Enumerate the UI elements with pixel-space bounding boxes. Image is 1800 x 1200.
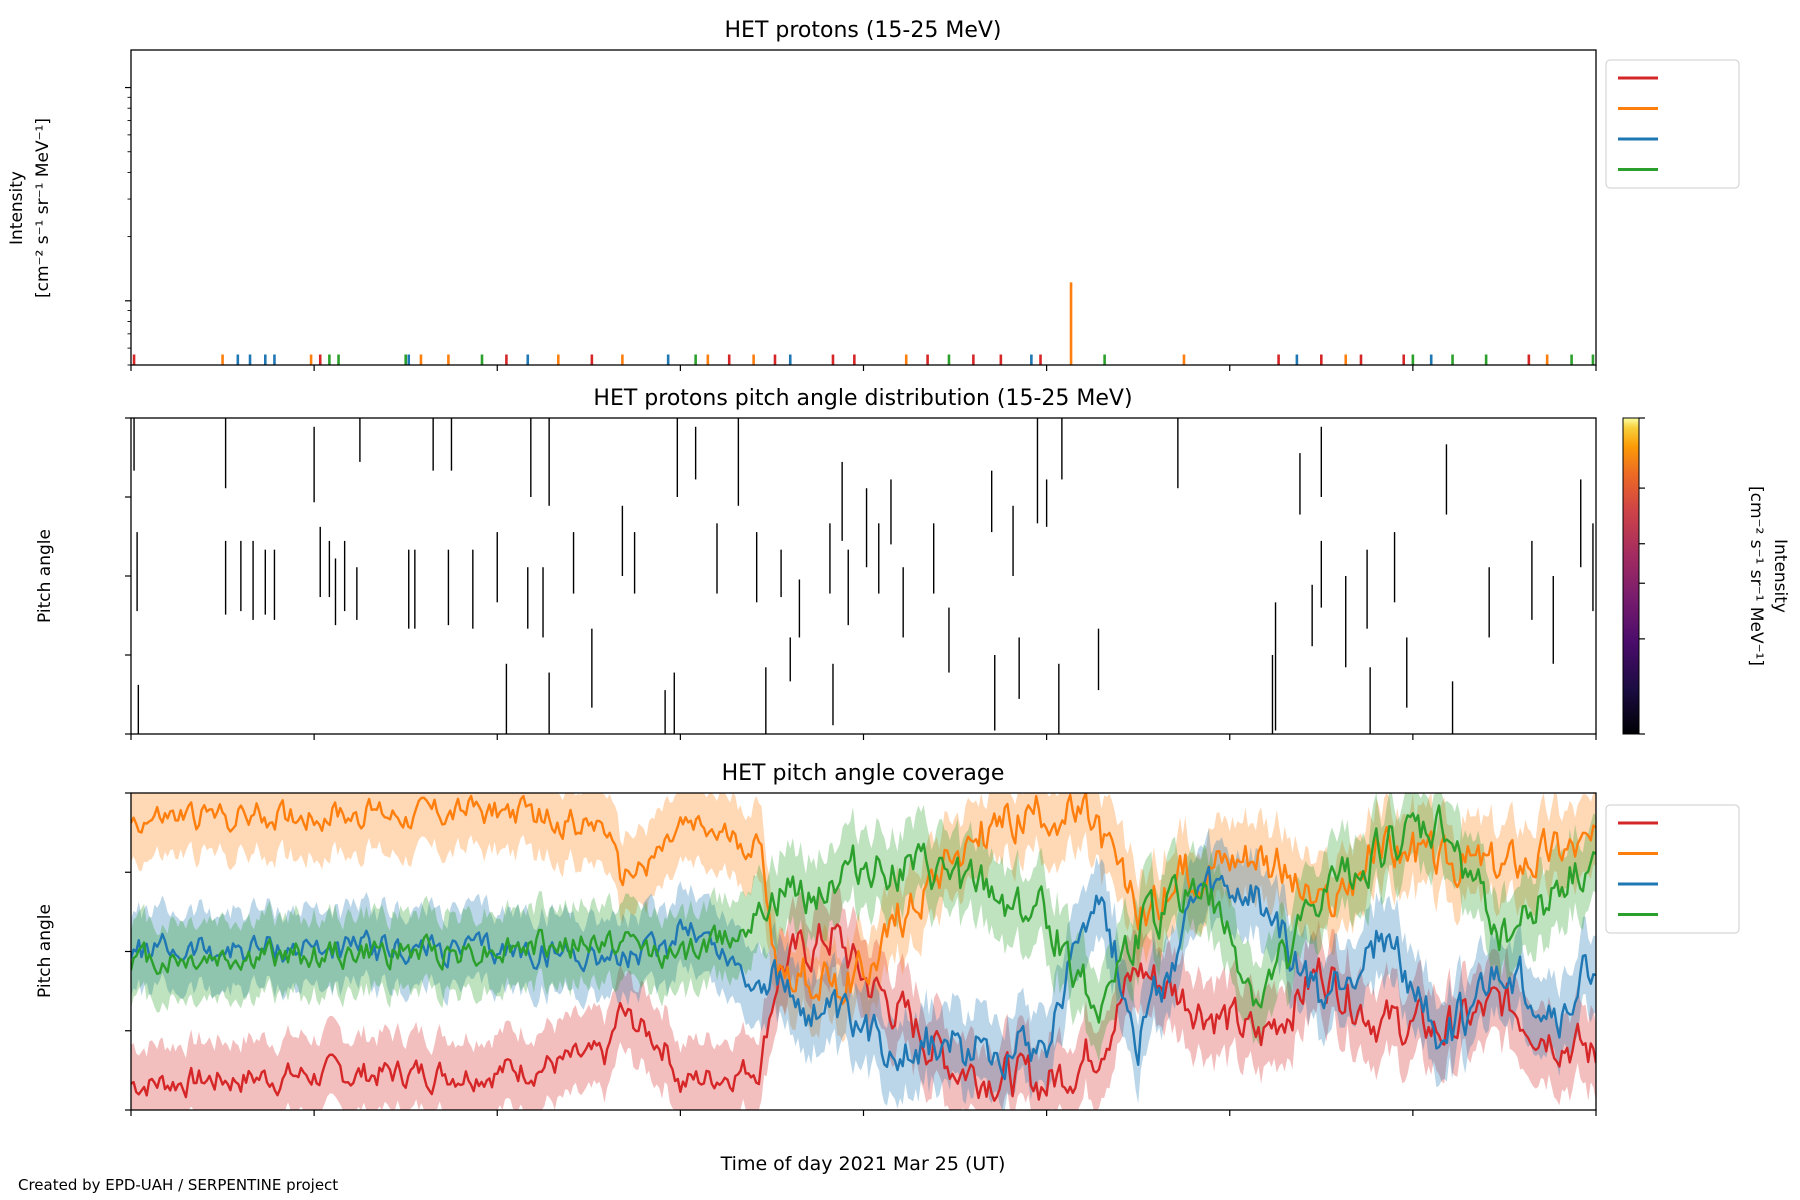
panel3-marks bbox=[131, 793, 1596, 1110]
coverage-line-north bbox=[131, 865, 1596, 1081]
colorbar-label-line2: [cm⁻² s⁻¹ sr⁻¹ MeV⁻¹] bbox=[1746, 486, 1766, 666]
panel1-ylabel-line2: [cm⁻² s⁻¹ sr⁻¹ MeV⁻¹] bbox=[33, 118, 53, 298]
panel2-title: HET protons pitch angle distribution (15… bbox=[593, 386, 1132, 411]
coverage-line-asun bbox=[131, 793, 1596, 1005]
panel1-marks bbox=[132, 282, 1595, 365]
panel2-ylabel: Pitch angle bbox=[35, 529, 55, 623]
colorbar-label-line1: Intensity bbox=[1770, 539, 1790, 613]
colorbar bbox=[1622, 417, 1640, 735]
coverage-line-south bbox=[131, 804, 1596, 1024]
panel3-legend bbox=[1605, 804, 1740, 934]
panel3-legend-box bbox=[1605, 804, 1740, 934]
coverage-band-south bbox=[131, 793, 1596, 1062]
panel1-axes bbox=[125, 86, 1597, 371]
coverage-band-asun bbox=[131, 793, 1596, 1043]
colorbar-axes bbox=[1639, 417, 1645, 735]
panel1-ylabel-line1: Intensity bbox=[7, 171, 27, 245]
panel-pitch-angle-distribution: HET protons pitch angle distribution (15… bbox=[35, 386, 1790, 740]
panel2-axes bbox=[125, 417, 1597, 740]
panel3-axes bbox=[125, 792, 1597, 1116]
panel1-legend bbox=[1605, 59, 1740, 189]
panel3-ylabel: Pitch angle bbox=[35, 904, 55, 998]
panel1-frame bbox=[130, 49, 1597, 366]
coverage-band-sun bbox=[131, 885, 1596, 1110]
coverage-line-sun bbox=[131, 923, 1596, 1102]
panel-intensity: HET protons (15-25 MeV) Intensity [cm⁻² … bbox=[7, 18, 1740, 371]
panel2-marks bbox=[133, 418, 1594, 734]
panel3-title: HET pitch angle coverage bbox=[722, 761, 1005, 786]
panel-pitch-angle-coverage: HET pitch angle coverage Pitch angle Tim… bbox=[35, 761, 1740, 1175]
panel1-title: HET protons (15-25 MeV) bbox=[725, 18, 1002, 43]
panel1-legend-box bbox=[1605, 59, 1740, 189]
footer-credit: Created by EPD-UAH / SERPENTINE project bbox=[18, 1176, 339, 1194]
panel3-xlabel: Time of day 2021 Mar 25 (UT) bbox=[720, 1153, 1006, 1175]
panel2-frame bbox=[130, 417, 1597, 735]
